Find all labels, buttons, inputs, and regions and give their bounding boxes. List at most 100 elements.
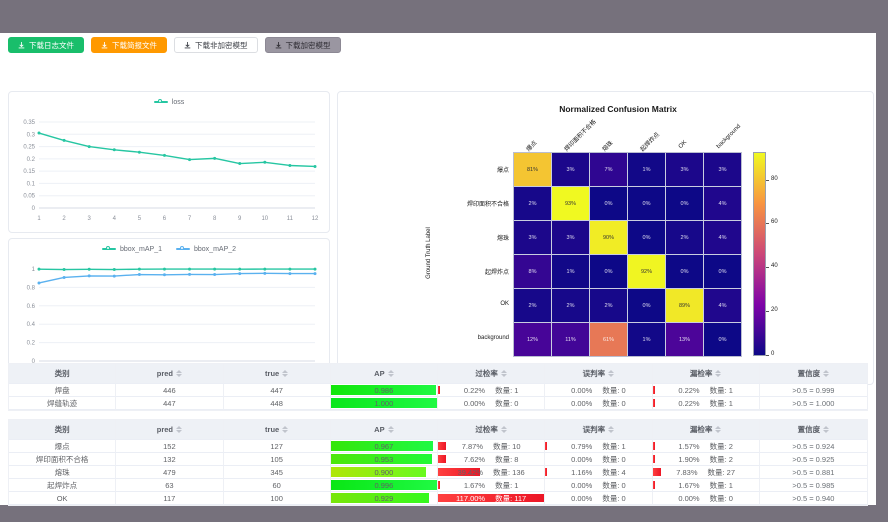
download-unencrypted-model-button[interactable]: 下载非加密模型: [174, 37, 258, 53]
svg-text:0.05: 0.05: [23, 194, 35, 200]
cm-col-label: 熔珠: [601, 140, 615, 153]
sort-caret-icon[interactable]: [282, 426, 289, 433]
cm-colorbar: [753, 152, 766, 356]
sort-caret-icon[interactable]: [715, 370, 722, 377]
ap-cell: 1.000: [330, 397, 438, 410]
loss-chart-legend: loss: [9, 92, 329, 112]
cm-cell: 3%: [552, 221, 589, 254]
sort-caret-icon[interactable]: [176, 426, 182, 433]
miss-cell: 7.83% 数量: 27: [652, 466, 760, 479]
cm-cell: 89%: [666, 289, 703, 322]
class-metrics-table: 类别 pred true AP 过检率 误判率 漏检率 置信度 爆点 152 127 0.967 7.8…: [8, 419, 868, 506]
download-icon: [275, 41, 281, 48]
legend-label: bbox_mAP_2: [194, 245, 237, 253]
sort-caret-icon[interactable]: [500, 426, 507, 433]
summary-metrics-table: 类别 pred true AP 过检率 误判率 漏检率 置信度 焊盘 446 447 0.986 0.2…: [8, 363, 868, 411]
col-header[interactable]: 过检率: [438, 364, 546, 384]
svg-text:0.6: 0.6: [27, 304, 36, 310]
col-header[interactable]: 置信度: [759, 420, 867, 440]
col-header[interactable]: AP: [330, 364, 438, 384]
confidence-cell: >0.5 = 0.925: [759, 453, 867, 466]
col-header[interactable]: pred: [116, 364, 224, 384]
sort-caret-icon[interactable]: [608, 426, 615, 433]
col-header[interactable]: true: [223, 364, 331, 384]
ap-cell: 0.996: [330, 479, 438, 492]
cm-cell: 0%: [628, 289, 665, 322]
svg-text:1: 1: [37, 216, 41, 222]
sort-caret-icon[interactable]: [387, 426, 394, 433]
col-header[interactable]: 过检率: [438, 420, 546, 440]
table-header-row: 类别 pred true AP 过检率 误判率 漏检率 置信度: [9, 364, 867, 384]
cm-cell: 12%: [514, 323, 551, 356]
col-header[interactable]: 漏检率: [652, 364, 760, 384]
cm-cell: 1%: [628, 153, 665, 186]
svg-text:0.4: 0.4: [27, 322, 36, 328]
legend-item-loss[interactable]: loss: [153, 98, 184, 106]
cm-cell: 2%: [552, 289, 589, 322]
cm-cell: 2%: [514, 187, 551, 220]
svg-text:0.2: 0.2: [27, 157, 36, 163]
cm-cell: 1%: [552, 255, 589, 288]
sort-caret-icon[interactable]: [387, 370, 394, 377]
confidence-cell: >0.5 = 0.881: [759, 466, 867, 479]
col-header[interactable]: 误判率: [545, 420, 653, 440]
miss-cell: 0.00% 数量: 0: [652, 492, 760, 505]
confusion-matrix-card: Normalized Confusion Matrix 爆点 焊印面积不合格 熔珠起…: [337, 91, 874, 385]
col-header: 类别: [9, 364, 117, 384]
class-name-cell: 起焊炸点: [9, 479, 117, 492]
metrics-tables: 类别 pred true AP 过检率 误判率 漏检率 置信度 焊盘 446 447 0.986 0.2…: [8, 363, 868, 506]
pred-cell: 447: [116, 397, 224, 410]
pred-cell: 479: [116, 466, 224, 479]
misjudge-cell: 0.00% 数量: 0: [545, 453, 653, 466]
sort-caret-icon[interactable]: [823, 370, 830, 377]
cm-cell: 4%: [704, 289, 741, 322]
true-cell: 447: [223, 384, 331, 397]
svg-text:9: 9: [238, 216, 242, 222]
download-log-button[interactable]: 下载日志文件: [8, 37, 84, 53]
svg-text:4: 4: [113, 216, 117, 222]
svg-text:0.3: 0.3: [27, 132, 36, 138]
download-report-button[interactable]: 下载简报文件: [91, 37, 167, 53]
legend-item-bbox_mAP_2[interactable]: bbox_mAP_2: [176, 245, 236, 253]
cm-cell: 8%: [514, 255, 551, 288]
svg-text:0.2: 0.2: [27, 341, 36, 347]
pred-cell: 132: [116, 453, 224, 466]
sort-caret-icon[interactable]: [823, 426, 830, 433]
col-header[interactable]: pred: [116, 420, 224, 440]
true-cell: 448: [223, 397, 331, 410]
cm-row-label: 起焊炸点: [484, 270, 509, 276]
sort-caret-icon[interactable]: [500, 370, 507, 377]
download-encrypted-model-button[interactable]: 下载加密模型: [264, 37, 341, 53]
confidence-cell: >0.5 = 0.985: [759, 479, 867, 492]
table-row: 焊盘 446 447 0.986 0.22% 数量: 1 0.00% 数量: 0 0.22% 数量…: [9, 384, 867, 397]
sort-caret-icon[interactable]: [282, 370, 289, 377]
class-name-cell: 焊盘: [9, 384, 117, 397]
sort-caret-icon[interactable]: [176, 370, 182, 377]
table-header-row: 类别 pred true AP 过检率 误判率 漏检率 置信度: [9, 420, 867, 440]
col-header[interactable]: AP: [330, 420, 438, 440]
sort-caret-icon[interactable]: [715, 426, 722, 433]
legend-item-bbox_mAP_1[interactable]: bbox_mAP_1: [101, 245, 162, 253]
cm-cell: 2%: [666, 221, 703, 254]
class-name-cell: 爆点: [9, 440, 117, 453]
cm-colorbar-tick: 0: [766, 351, 774, 357]
cm-cell: 0%: [704, 255, 741, 288]
col-header[interactable]: true: [223, 420, 331, 440]
col-header[interactable]: 漏检率: [652, 420, 760, 440]
confidence-cell: >0.5 = 1.000: [759, 397, 867, 410]
sort-caret-icon[interactable]: [608, 370, 615, 377]
cm-colorbar-tick: 80: [766, 176, 778, 182]
cm-cell: 3%: [666, 153, 703, 186]
cm-cell: 7%: [590, 153, 627, 186]
svg-text:7: 7: [188, 216, 192, 222]
col-header[interactable]: 置信度: [759, 364, 867, 384]
svg-text:10: 10: [261, 216, 268, 222]
legend-marker-icon: [153, 98, 168, 106]
cm-col-label: OK: [677, 139, 689, 150]
cm-col-label: 起焊炸点: [639, 131, 661, 153]
table-row: 焊印面积不合格 132 105 0.953 7.62% 数量: 8 0.00% 数量: 0 1.…: [9, 453, 867, 466]
ap-cell: 0.900: [330, 466, 438, 479]
overdetect-cell: 39.42% 数量: 136: [438, 466, 546, 479]
col-header[interactable]: 误判率: [545, 364, 653, 384]
